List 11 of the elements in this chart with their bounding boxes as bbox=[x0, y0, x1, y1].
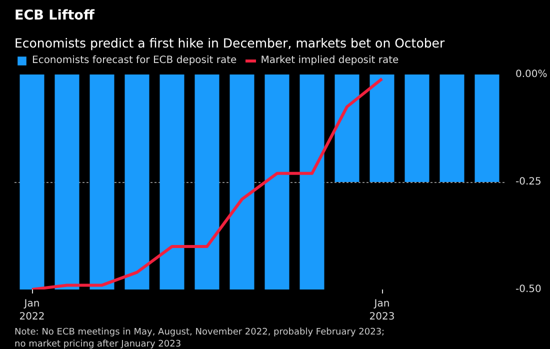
text: Note: No ECB meetings in May, August, November 2022, probably February 2023; no market pricing after January 2023 bbox=[14, 328, 385, 349]
x-tick-label: Jan 2022 bbox=[19, 298, 45, 323]
y-tick-label: 0.00% bbox=[516, 69, 548, 80]
chart-title: ECB Liftoff bbox=[14, 8, 96, 24]
y-tick-label: -0.50 bbox=[516, 284, 542, 295]
legend-label: Market implied deposit rate bbox=[260, 55, 399, 66]
y-tick-label: -0.25 bbox=[516, 176, 542, 188]
legend-label: Economists forecast for ECB deposit rate bbox=[32, 55, 237, 66]
chart-subtitle: Economists predict a first hike in December, markets bet on October bbox=[14, 36, 446, 50]
line-series bbox=[30, 77, 384, 290]
x-tick-label: Jan 2023 bbox=[369, 298, 395, 323]
